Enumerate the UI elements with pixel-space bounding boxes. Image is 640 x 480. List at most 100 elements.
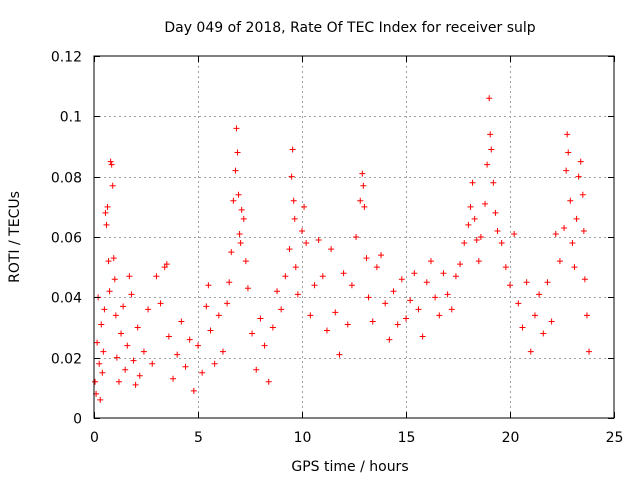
data-point	[432, 294, 439, 301]
data-point	[257, 315, 264, 322]
y-tick-label: 0.06	[51, 231, 82, 247]
x-axis-label: GPS time / hours	[291, 459, 408, 475]
data-point	[492, 209, 499, 216]
data-point	[411, 270, 418, 277]
data-point	[265, 378, 272, 385]
data-point	[403, 315, 409, 322]
data-point	[104, 203, 111, 210]
data-point	[106, 288, 113, 295]
data-point	[289, 146, 296, 153]
data-point	[415, 306, 422, 313]
data-point	[224, 300, 231, 307]
data-point	[548, 318, 555, 325]
data-point	[103, 221, 110, 228]
data-point	[98, 321, 105, 328]
data-point	[286, 246, 293, 253]
data-point	[486, 95, 493, 102]
data-point	[373, 264, 380, 271]
data-point	[105, 258, 112, 265]
data-point	[249, 330, 256, 337]
data-point	[471, 215, 478, 222]
data-point	[136, 372, 143, 379]
data-point	[311, 282, 318, 289]
data-point	[319, 273, 326, 280]
data-point	[140, 348, 147, 355]
data-point	[130, 357, 137, 364]
data-point	[436, 312, 443, 319]
data-point	[477, 234, 484, 240]
data-point	[299, 227, 305, 234]
data-point	[282, 273, 289, 280]
data-point	[507, 282, 513, 289]
x-tick-label: 25	[606, 430, 624, 446]
y-tick-label: 0.02	[51, 352, 82, 368]
data-point	[353, 234, 360, 240]
data-point	[101, 306, 108, 313]
data-point	[564, 131, 571, 138]
data-point	[361, 203, 368, 210]
data-point	[186, 336, 193, 343]
data-point	[552, 230, 559, 237]
data-point	[340, 270, 347, 277]
data-point	[126, 273, 133, 280]
data-point	[292, 264, 299, 271]
data-point	[473, 237, 480, 244]
data-point	[170, 375, 177, 382]
data-point	[242, 258, 249, 265]
data-point	[531, 312, 538, 319]
x-tick-label: 0	[90, 430, 99, 446]
data-point	[457, 261, 464, 268]
data-point	[112, 312, 119, 319]
data-point	[567, 197, 574, 204]
data-point	[124, 342, 131, 349]
data-point	[234, 149, 241, 156]
data-point	[527, 348, 534, 355]
data-point	[540, 330, 547, 337]
data-point	[233, 125, 240, 132]
data-point	[369, 318, 376, 325]
data-point	[482, 200, 489, 207]
data-point	[219, 348, 226, 355]
data-point	[157, 300, 164, 307]
data-point	[235, 191, 242, 198]
data-point	[205, 282, 212, 289]
data-point	[278, 306, 285, 313]
data-point	[190, 387, 197, 394]
data-point	[382, 300, 389, 307]
data-point	[215, 312, 222, 319]
data-point	[359, 170, 366, 177]
data-point	[253, 366, 260, 373]
y-tick-label: 0	[73, 412, 82, 428]
y-axis-label: ROTI / TECUs	[7, 191, 23, 283]
data-point	[237, 240, 244, 247]
data-point	[484, 161, 491, 168]
data-point	[230, 197, 237, 204]
data-point	[452, 273, 459, 280]
data-point	[113, 354, 120, 361]
x-tick-label: 10	[294, 430, 312, 446]
data-point	[211, 360, 218, 367]
data-point	[523, 279, 530, 286]
data-point	[96, 360, 103, 367]
data-point	[498, 240, 505, 247]
data-point	[565, 149, 572, 156]
data-point	[99, 369, 106, 376]
data-point	[203, 303, 210, 310]
data-point	[556, 258, 563, 265]
data-point	[228, 249, 235, 256]
data-point	[199, 369, 206, 376]
data-point	[303, 240, 310, 247]
data-point	[153, 273, 160, 280]
data-point	[563, 167, 570, 174]
data-point	[511, 230, 518, 237]
data-point	[115, 378, 122, 385]
data-point	[294, 291, 301, 298]
data-point	[581, 276, 588, 283]
data-point	[348, 282, 355, 289]
data-point	[108, 161, 115, 168]
data-point	[423, 279, 430, 286]
data-point	[427, 258, 434, 265]
data-point	[261, 342, 268, 349]
data-point	[315, 237, 322, 244]
axis-ticks: 0 5 10 15 20 25 0 0.02 0.04 0.06 0.08 0.1 0.12	[51, 50, 624, 447]
